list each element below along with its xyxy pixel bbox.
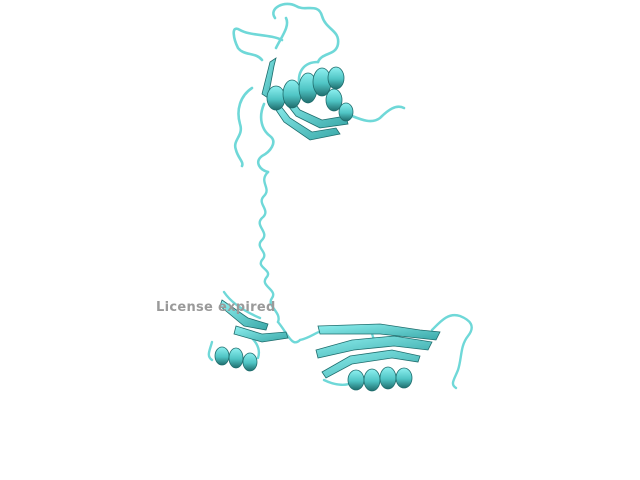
helix-turn bbox=[338, 102, 354, 122]
beta-strand bbox=[317, 323, 441, 341]
coil-segment bbox=[233, 86, 254, 168]
coil-segment bbox=[274, 16, 289, 50]
beta-strand bbox=[321, 349, 421, 379]
helix-turn bbox=[228, 347, 244, 369]
helix-turn bbox=[395, 367, 413, 389]
helix-turn bbox=[347, 369, 365, 391]
beta-strand bbox=[315, 335, 433, 359]
helix-turn bbox=[282, 79, 302, 109]
lower-right-domain bbox=[298, 313, 473, 392]
helix-turn bbox=[214, 346, 230, 366]
coil-segment bbox=[207, 290, 302, 362]
coil-segment bbox=[232, 27, 284, 62]
coil-segment bbox=[272, 2, 340, 64]
beta-strand bbox=[219, 299, 269, 331]
helix-turn bbox=[327, 66, 345, 90]
license-watermark: License expired bbox=[156, 300, 276, 315]
lower-left-domain bbox=[207, 290, 302, 372]
helix-turn bbox=[242, 352, 258, 372]
linker-coil bbox=[258, 170, 280, 324]
helix-turn bbox=[363, 368, 381, 392]
helix-turn bbox=[266, 85, 286, 111]
coil-segment bbox=[298, 313, 473, 390]
helix-turn bbox=[325, 88, 343, 112]
coil-segment bbox=[256, 102, 275, 174]
upper-helix bbox=[266, 66, 354, 122]
helix-turn bbox=[379, 366, 397, 390]
coil-segment bbox=[350, 105, 406, 123]
beta-strand bbox=[233, 325, 289, 343]
